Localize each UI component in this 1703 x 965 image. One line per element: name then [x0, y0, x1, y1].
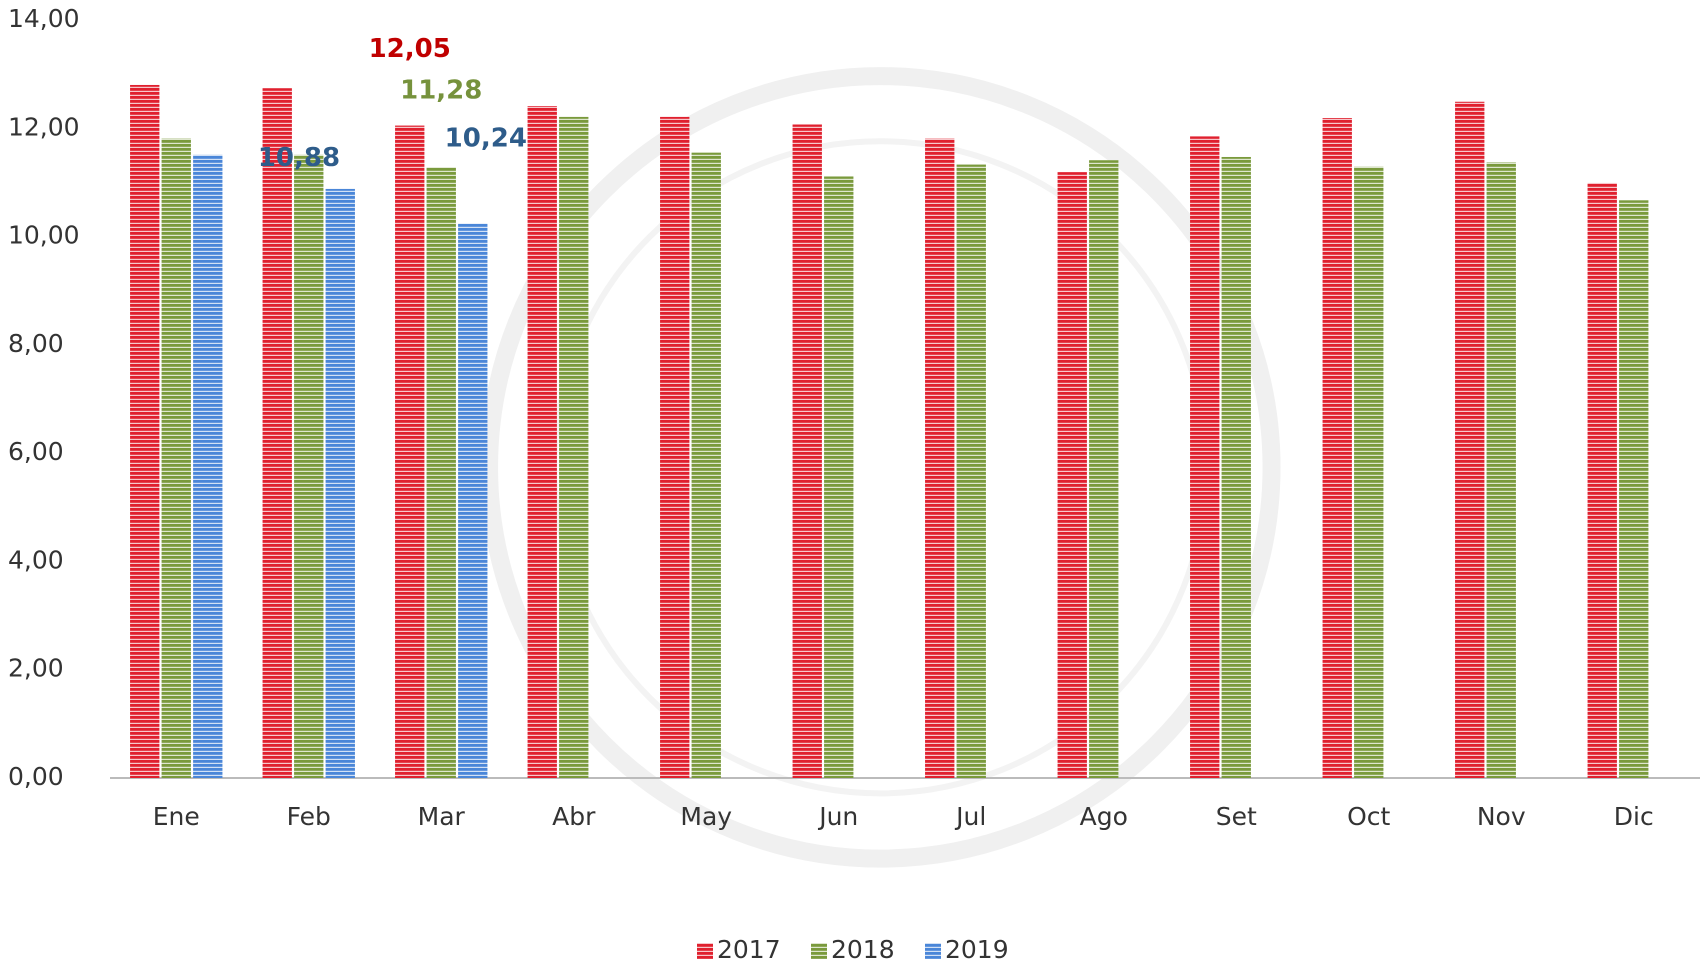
bar	[1322, 117, 1352, 778]
y-tick-label: 4,00	[8, 545, 64, 574]
bar	[1486, 162, 1516, 778]
watermark	[480, 67, 1281, 868]
bar	[294, 154, 324, 778]
data-label: 10,88	[258, 143, 340, 173]
bar	[559, 116, 589, 778]
x-tick-label: Set	[1216, 802, 1257, 831]
y-tick-label: 10,00	[8, 221, 80, 250]
bar	[395, 125, 425, 779]
legend-swatch	[925, 943, 941, 959]
bar	[1587, 182, 1617, 779]
x-tick-label: May	[680, 802, 732, 831]
bar	[691, 152, 721, 778]
bar	[193, 154, 223, 778]
bar	[1455, 101, 1485, 778]
bar	[130, 84, 160, 778]
x-tick-label: Jul	[954, 802, 986, 831]
bar	[1354, 166, 1384, 778]
legend-label: 2019	[945, 935, 1009, 964]
bar	[1221, 156, 1251, 778]
bar	[1619, 200, 1649, 778]
y-tick-label: 6,00	[8, 437, 64, 466]
legend-label: 2017	[717, 935, 781, 964]
bar	[1190, 136, 1220, 778]
x-tick-label: Oct	[1347, 802, 1390, 831]
x-tick-label: Feb	[287, 802, 331, 831]
data-label: 12,05	[369, 34, 451, 64]
x-tick-label: Nov	[1477, 802, 1526, 831]
y-tick-label: 14,00	[8, 4, 80, 33]
bar	[426, 167, 456, 779]
bar	[527, 106, 557, 778]
data-label: 11,28	[400, 76, 482, 106]
bar	[660, 116, 690, 778]
x-tick-label: Mar	[418, 802, 466, 831]
x-tick-label: Ago	[1080, 802, 1128, 831]
bar	[1057, 172, 1087, 779]
y-tick-label: 8,00	[8, 329, 64, 358]
bar	[161, 138, 191, 778]
bar	[325, 188, 355, 778]
bar	[824, 176, 854, 779]
bar	[262, 88, 292, 779]
bar	[458, 223, 488, 778]
legend-swatch	[697, 943, 713, 959]
legend-label: 2018	[831, 935, 895, 964]
bar	[956, 164, 986, 779]
data-label: 10,24	[445, 123, 527, 153]
x-tick-label: Ene	[153, 802, 200, 831]
y-tick-label: 2,00	[8, 654, 64, 683]
bar	[792, 124, 822, 778]
x-tick-label: Abr	[552, 802, 596, 831]
bar	[1089, 160, 1119, 779]
x-tick-label: Dic	[1614, 802, 1654, 831]
legend-swatch	[811, 943, 827, 959]
bar	[925, 138, 955, 778]
x-tick-label: Jun	[817, 802, 858, 831]
y-tick-label: 12,00	[8, 112, 80, 141]
y-tick-label: 0,00	[8, 762, 64, 791]
